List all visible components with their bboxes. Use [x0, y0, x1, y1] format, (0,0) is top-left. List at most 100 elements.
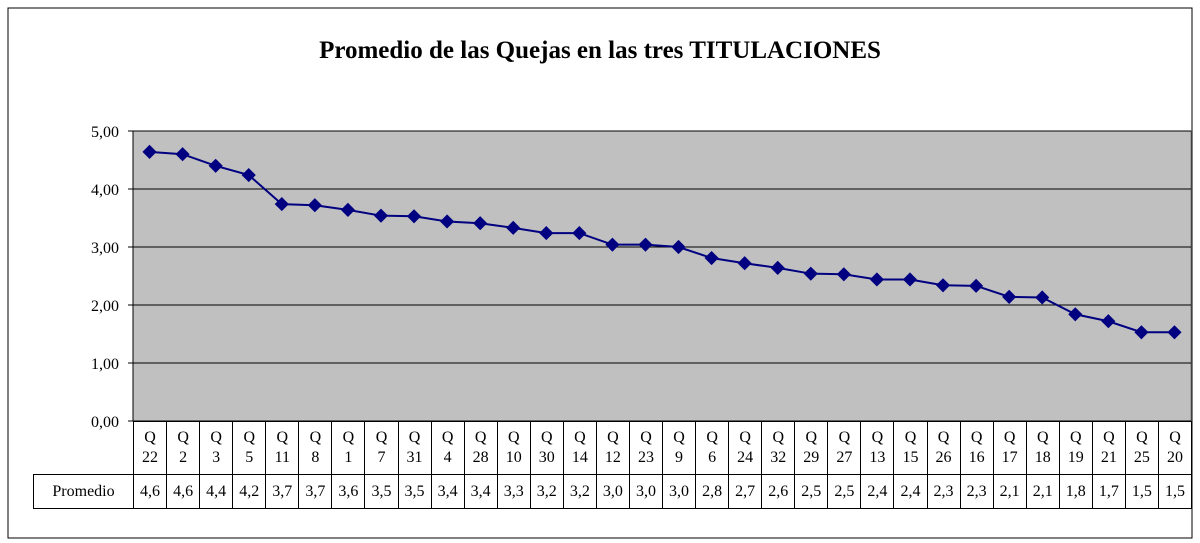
data-point [1167, 325, 1182, 340]
data-label: 3,2 [529, 474, 564, 509]
data-point [440, 214, 455, 229]
data-label: 3,2 [562, 474, 597, 509]
data-point [208, 158, 223, 173]
x-tick-label: Q 25 [1124, 421, 1159, 475]
data-point [539, 226, 554, 241]
y-tick-label: 5,00 [91, 124, 119, 141]
data-point [506, 220, 521, 235]
x-tick-label: Q 16 [959, 421, 994, 475]
x-tick-label: Q 18 [1025, 421, 1060, 475]
data-label: 1,8 [1058, 474, 1093, 509]
data-label: 1,5 [1157, 474, 1193, 509]
x-tick-label: Q 8 [298, 421, 333, 475]
x-tick-label: Q 27 [827, 421, 862, 475]
x-tick-label: Q 19 [1058, 421, 1093, 475]
data-point [1035, 290, 1050, 305]
data-label: 2,8 [695, 474, 730, 509]
data-label: 2,7 [728, 474, 763, 509]
data-point [836, 267, 851, 282]
x-tick-label: Q 6 [695, 421, 730, 475]
legend-entry: Promedio [33, 474, 134, 509]
x-tick-label: Q 23 [628, 421, 664, 475]
x-tick-label: Q 12 [595, 421, 630, 475]
data-point [142, 144, 157, 159]
chart-title: Promedio de las Quejas en las tres TITUL… [319, 37, 881, 64]
data-label: 4,6 [132, 474, 168, 509]
data-point [671, 239, 686, 255]
data-point [969, 278, 984, 293]
data-label: 2,3 [959, 474, 994, 509]
data-label: 1,5 [1124, 474, 1159, 509]
x-tick-label: Q 17 [992, 421, 1027, 475]
data-label: 2,3 [926, 474, 961, 509]
data-label: 3,7 [265, 474, 300, 509]
x-tick-label: Q 15 [893, 421, 928, 475]
x-tick-label: Q 13 [860, 421, 895, 475]
x-tick-label: Q 31 [397, 421, 432, 475]
data-point [638, 237, 653, 252]
x-tick-label: Q 21 [1091, 421, 1126, 475]
data-point [473, 216, 488, 231]
x-tick-label: Q 4 [430, 421, 465, 475]
data-label: 3,6 [331, 474, 366, 509]
y-tick-label: 0,00 [91, 414, 119, 431]
data-label: 2,5 [827, 474, 862, 509]
data-label: 2,5 [794, 474, 829, 509]
data-label: 3,5 [364, 474, 399, 509]
x-tick-label: Q 10 [496, 421, 531, 475]
data-label: 1,7 [1091, 474, 1126, 509]
x-tick-label: Q 20 [1157, 421, 1193, 475]
x-tick-label: Q 24 [728, 421, 763, 475]
x-tick-label: Q 30 [529, 421, 564, 475]
data-label: 4,4 [199, 474, 234, 509]
data-point [1134, 325, 1149, 340]
data-point [803, 266, 818, 281]
data-point [1101, 314, 1116, 329]
data-point [274, 197, 289, 212]
x-tick-label: Q 28 [463, 421, 498, 475]
data-point [373, 208, 389, 223]
data-label: 3,4 [430, 474, 465, 509]
data-label: 2,1 [992, 474, 1027, 509]
data-label: 3,5 [397, 474, 432, 509]
y-tick-label: 4,00 [91, 182, 119, 199]
data-point [340, 202, 355, 217]
x-tick-label: Q 2 [166, 421, 201, 475]
y-tick-label: 3,00 [91, 240, 119, 257]
data-label: 3,4 [463, 474, 498, 509]
data-label: 3,7 [298, 474, 333, 509]
data-label: 3,3 [496, 474, 531, 509]
x-tick-label: Q 3 [199, 421, 234, 475]
data-label: 2,4 [860, 474, 895, 509]
x-tick-label: Q 5 [232, 421, 267, 475]
y-tick-label: 1,00 [91, 356, 119, 373]
x-tick-label: Q 7 [364, 421, 399, 475]
x-tick-label: Q 22 [132, 421, 168, 475]
x-tick-label: Q 9 [661, 421, 697, 475]
data-point [902, 272, 918, 287]
data-label: 3,0 [628, 474, 664, 509]
data-point [605, 237, 620, 252]
x-tick-label: Q 26 [926, 421, 961, 475]
value-row: Promedio 4,6 4,6 4,4 4,2 3,7 3,7 3,6 3,5 3,5 3,4 3,… [33, 474, 1193, 509]
data-label: 4,6 [166, 474, 201, 509]
data-point [1068, 307, 1083, 322]
data-point [175, 147, 190, 162]
data-point [704, 250, 719, 266]
data-point [572, 226, 587, 241]
x-tick-label: Q 11 [265, 421, 300, 475]
data-point [1002, 289, 1017, 304]
data-point [307, 198, 322, 213]
data-label: 2,6 [761, 474, 796, 509]
data-label: 4,2 [232, 474, 267, 509]
plot-area [132, 130, 1192, 422]
y-tick-label: 2,00 [91, 298, 119, 315]
x-tick-label: Q 29 [794, 421, 829, 475]
data-point [737, 256, 752, 271]
x-tick-label: Q 14 [562, 421, 597, 475]
x-tick-label: Q 1 [331, 421, 366, 475]
data-point [406, 209, 422, 224]
